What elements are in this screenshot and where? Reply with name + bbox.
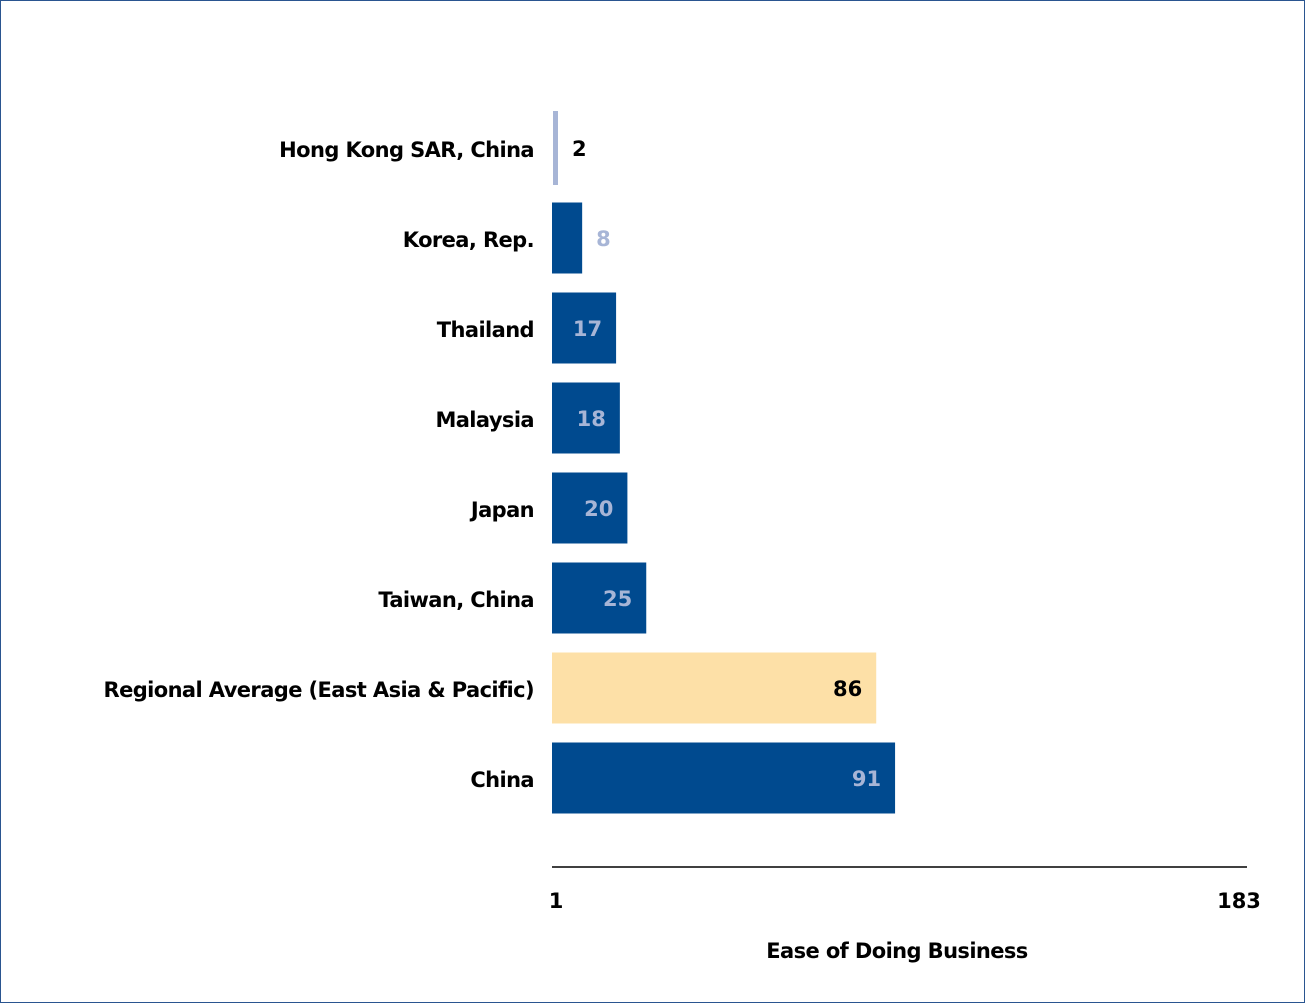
category-label: Japan [469,498,534,522]
bar-6 [552,562,647,634]
value-label: 17 [573,317,602,341]
category-label: Taiwan, China [378,588,534,612]
bar-4 [552,382,620,454]
bar-1 [553,111,558,185]
value-label: 18 [577,407,606,431]
category-label: Thailand [437,318,534,342]
x-tick-label-max: 183 [1217,889,1261,913]
category-label: Korea, Rep. [403,228,534,252]
value-label: 25 [603,587,632,611]
x-tick-label-min: 1 [549,889,564,913]
value-label: 2 [572,137,587,161]
category-label: China [470,768,534,792]
bar-3 [552,292,617,364]
value-label: 91 [852,767,881,791]
category-label: Regional Average (East Asia & Pacific) [104,678,535,702]
bars-group [552,111,896,814]
bar-7 [552,652,877,724]
category-label: Malaysia [435,408,534,432]
value-labels: 2 8 17 18 20 25 86 91 [572,137,881,791]
category-labels: Hong Kong SAR, China Korea, Rep. Thailand M… [104,138,535,792]
value-label: 20 [584,497,613,521]
category-label: Hong Kong SAR, China [279,138,534,162]
value-label: 86 [833,677,862,701]
bar-5 [552,472,628,544]
value-label: 8 [596,227,611,251]
x-axis-title: Ease of Doing Business [766,939,1028,963]
bar-8 [552,742,896,814]
bar-2 [552,202,583,274]
